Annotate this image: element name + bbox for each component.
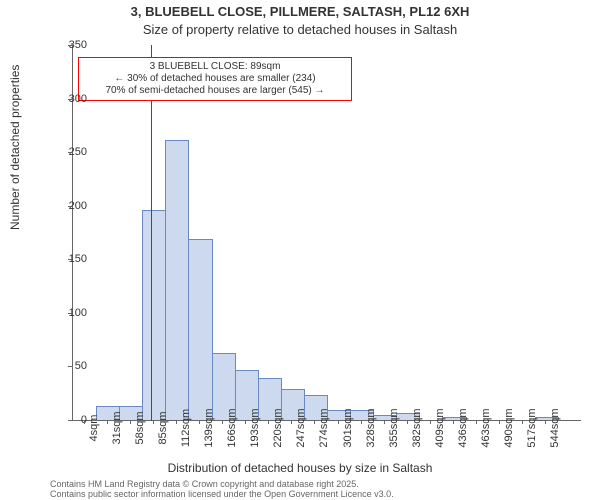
annotation-box: 3 BLUEBELL CLOSE: 89sqm← 30% of detached… [78,57,352,101]
x-tick-mark [222,420,223,424]
x-tick-mark [545,420,546,424]
x-tick-mark [291,420,292,424]
x-tick-label: 4sqm [88,415,100,442]
x-tick-label: 58sqm [134,411,146,444]
x-tick-label: 517sqm [526,408,538,447]
annotation-line-1: 3 BLUEBELL CLOSE: 89sqm [85,61,345,73]
x-tick-label: 193sqm [249,408,261,447]
x-tick-mark [384,420,385,424]
plot-area: 3 BLUEBELL CLOSE: 89sqm← 30% of detached… [72,45,581,421]
y-tick-mark [68,99,72,100]
histogram-bar [142,210,166,420]
x-tick-mark [476,420,477,424]
annotation-line-2: ← 30% of detached houses are smaller (23… [85,73,345,85]
chart-title-2: Size of property relative to detached ho… [0,22,600,37]
x-tick-label: 274sqm [318,408,330,447]
x-tick-label: 85sqm [157,411,169,444]
x-tick-mark [84,420,85,424]
x-tick-mark [338,420,339,424]
y-axis-label: Number of detached properties [8,65,22,230]
y-tick-mark [68,420,72,421]
histogram-bar [165,140,189,420]
x-tick-mark [245,420,246,424]
x-tick-mark [361,420,362,424]
x-tick-label: 355sqm [388,408,400,447]
x-tick-label: 463sqm [480,408,492,447]
y-tick-mark [68,366,72,367]
x-tick-mark [407,420,408,424]
x-tick-mark [176,420,177,424]
annotation-line-3: 70% of semi-detached houses are larger (… [85,85,345,97]
marker-line [151,45,152,421]
x-tick-label: 301sqm [342,408,354,447]
y-tick-mark [68,206,72,207]
x-tick-label: 220sqm [272,408,284,447]
y-tick-mark [68,45,72,46]
x-tick-mark [107,420,108,424]
x-tick-label: 490sqm [503,408,515,447]
x-axis-label: Distribution of detached houses by size … [0,461,600,475]
x-tick-mark [430,420,431,424]
x-tick-mark [314,420,315,424]
x-tick-label: 382sqm [411,408,423,447]
x-tick-label: 31sqm [111,411,123,444]
x-tick-mark [153,420,154,424]
histogram-bar [188,239,212,420]
x-tick-mark [199,420,200,424]
x-tick-label: 409sqm [434,408,446,447]
footnote: Contains HM Land Registry data © Crown c… [50,480,394,500]
x-tick-label: 544sqm [549,408,561,447]
x-tick-label: 112sqm [180,409,192,447]
x-tick-label: 139sqm [203,408,215,447]
x-tick-mark [268,420,269,424]
x-tick-mark [130,420,131,424]
y-tick-mark [68,152,72,153]
x-tick-label: 247sqm [295,408,307,447]
x-tick-label: 436sqm [457,408,469,447]
y-tick-label: 50 [75,360,87,372]
y-tick-mark [68,313,72,314]
y-tick-mark [68,259,72,260]
x-tick-label: 328sqm [365,408,377,447]
footnote-line-2: Contains public sector information licen… [50,490,394,500]
x-tick-mark [499,420,500,424]
x-tick-mark [522,420,523,424]
chart-title-1: 3, BLUEBELL CLOSE, PILLMERE, SALTASH, PL… [0,4,600,19]
x-tick-label: 166sqm [226,408,238,447]
x-tick-mark [453,420,454,424]
